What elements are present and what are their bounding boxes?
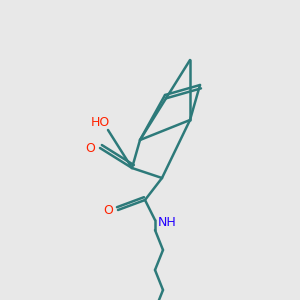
Text: O: O xyxy=(103,203,113,217)
Text: O: O xyxy=(85,142,95,154)
Text: HO: HO xyxy=(90,116,110,128)
Text: NH: NH xyxy=(158,215,176,229)
